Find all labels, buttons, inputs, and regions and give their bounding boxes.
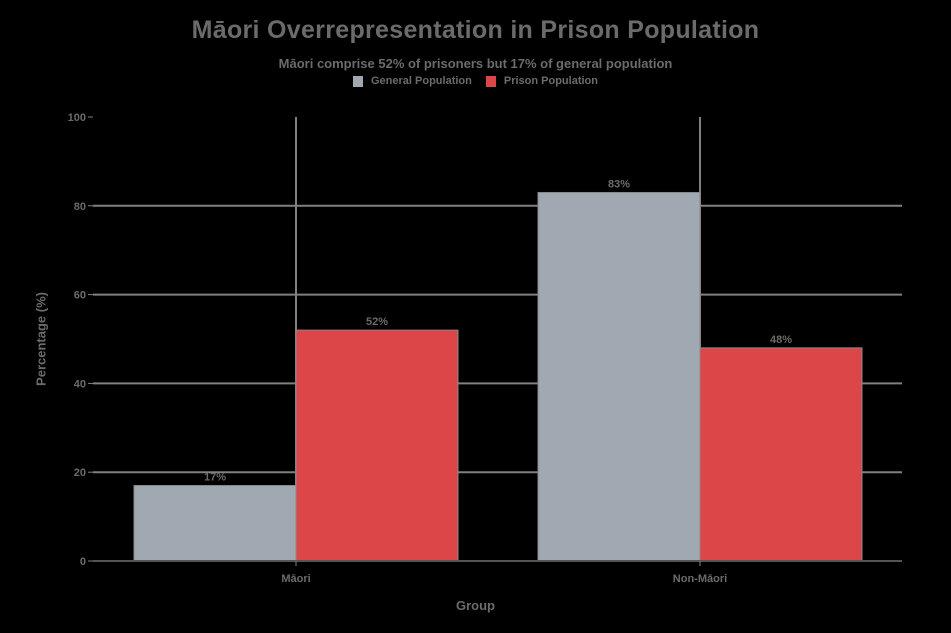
y-tick-label: 40	[74, 378, 86, 390]
chart-subtitle: Māori comprise 52% of prisoners but 17% …	[278, 56, 673, 71]
legend-swatch-general	[353, 75, 363, 87]
legend-label-general: General Population	[371, 75, 472, 87]
x-tick-label: Māori	[281, 573, 310, 585]
x-axis-label: Group	[456, 598, 495, 613]
legend-label-prison: Prison Population	[503, 75, 598, 87]
bar-value-label: 52%	[366, 316, 388, 328]
bar-general-1[interactable]	[537, 191, 701, 562]
legend-swatch-prison	[485, 75, 496, 87]
bar-value-label: 48%	[770, 334, 792, 346]
y-tick-label: 0	[80, 556, 86, 568]
y-tick-label: 60	[74, 290, 86, 302]
x-tick-label: Non-Māori	[673, 573, 727, 585]
bar-general-0[interactable]	[133, 485, 297, 562]
legend-item-general[interactable]: General Population	[353, 75, 472, 87]
bar-value-label: 83%	[608, 178, 630, 190]
y-tick-label: 100	[68, 112, 86, 124]
legend-item-prison[interactable]: Prison Population	[485, 75, 598, 87]
legend: General Population Prison Population	[0, 75, 951, 87]
bar-prison-1[interactable]	[699, 347, 863, 562]
y-tick-label: 80	[74, 201, 86, 213]
y-tick-label: 20	[74, 467, 86, 479]
bar-prison-0[interactable]	[295, 329, 459, 562]
chart-title: Māori Overrepresentation in Prison Popul…	[191, 16, 760, 44]
bar-value-label: 17%	[204, 472, 226, 484]
y-axis-label: Percentage (%)	[33, 292, 49, 386]
